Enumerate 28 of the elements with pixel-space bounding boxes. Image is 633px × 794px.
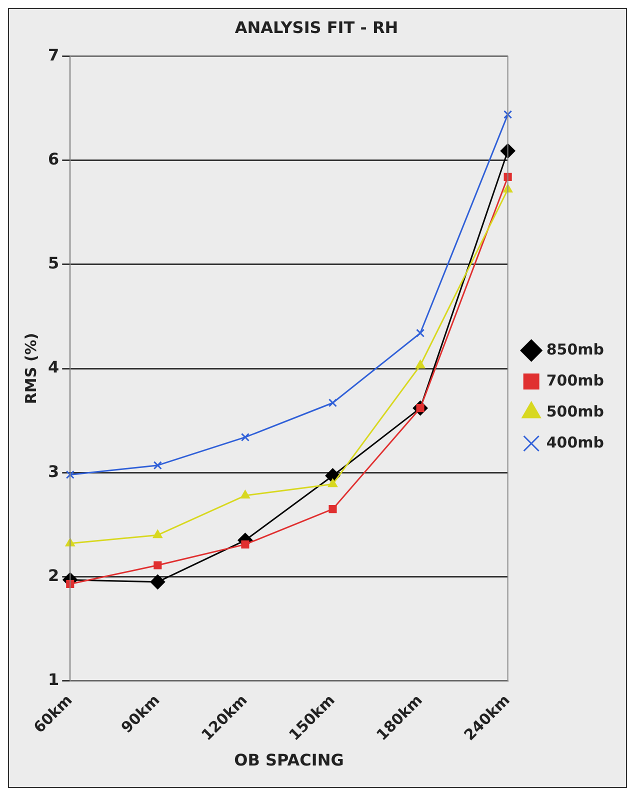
y-tick-label: 4 (48, 358, 60, 377)
y-tick-label: 2 (48, 566, 60, 585)
point (66, 470, 74, 479)
point (504, 110, 512, 119)
point (153, 461, 162, 470)
y-tick-label: 1 (48, 670, 60, 689)
point (328, 505, 337, 514)
legend-label: 700mb (546, 371, 604, 390)
point (240, 490, 250, 499)
legend-label: 500mb (546, 402, 604, 420)
y-tick-label: 7 (48, 45, 60, 64)
point (328, 398, 338, 408)
chart-title: ANALYSIS FIT - RH (234, 18, 398, 37)
point (415, 360, 426, 368)
y-tick-label: 5 (48, 254, 60, 273)
point (241, 540, 250, 548)
point (328, 478, 338, 488)
point (240, 432, 250, 442)
point (150, 574, 166, 590)
point (154, 561, 162, 570)
y-axis-title: RMS (%) (22, 332, 40, 404)
legend-label: 400mb (546, 433, 604, 452)
y-tick-label: 3 (48, 462, 60, 481)
point (416, 328, 425, 338)
point (152, 530, 162, 538)
y-tick-label: 6 (48, 149, 60, 168)
x-axis-title: OB SPACING (234, 750, 344, 770)
legend-label: 850mb (546, 340, 604, 358)
